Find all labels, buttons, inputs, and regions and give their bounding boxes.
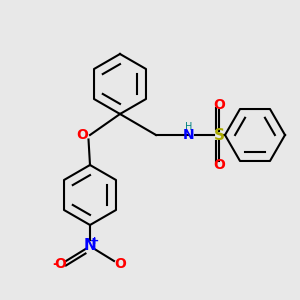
Text: +: + [90,236,99,247]
Text: N: N [84,238,96,253]
Text: S: S [214,128,224,142]
Text: O: O [54,257,66,271]
Text: O: O [213,158,225,172]
Text: O: O [114,257,126,271]
Text: N: N [183,128,195,142]
Text: -: - [52,257,59,271]
Text: O: O [213,98,225,112]
Text: H: H [185,122,193,133]
Text: O: O [76,128,88,142]
